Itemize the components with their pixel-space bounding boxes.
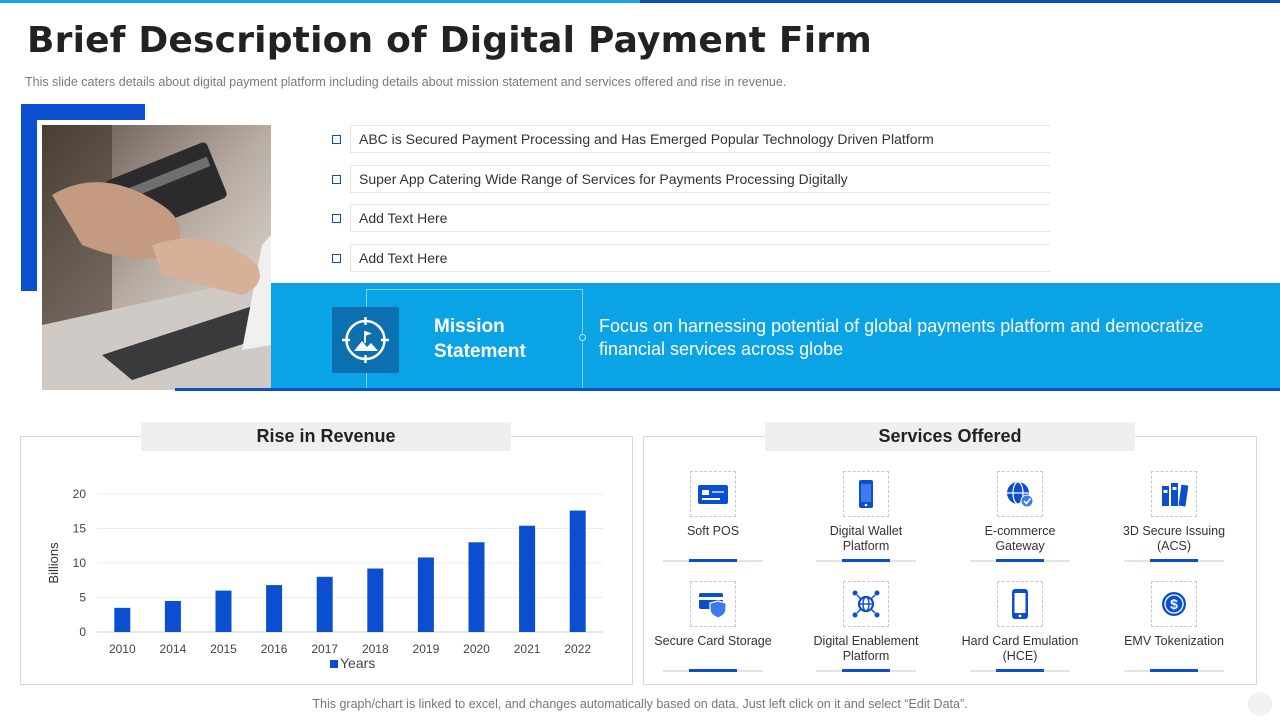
- service-tile-3d-secure: 3D Secure Issuing (ACS): [1123, 471, 1225, 571]
- mission-underline: [175, 388, 1280, 391]
- service-tile-hce: Hard Card Emulation (HCE): [962, 581, 1078, 681]
- y-axis-label: Billions: [46, 542, 61, 584]
- bar: [114, 607, 131, 632]
- x-tick-label: 2018: [362, 642, 389, 656]
- bullet-item: Add Text Here: [330, 204, 1050, 232]
- legend-label: Years: [340, 655, 375, 671]
- bullet-text: Add Text Here: [350, 204, 1050, 232]
- dollar-coin-icon: $: [1162, 592, 1186, 616]
- bullet-text: ABC is Secured Payment Processing and Ha…: [350, 125, 1050, 153]
- x-tick-label: 2010: [109, 642, 136, 656]
- bar: [215, 590, 232, 632]
- target-flag-icon: [342, 317, 389, 363]
- mobile-wallet-icon: [859, 480, 873, 508]
- revenue-bar-chart: 0 5 10 15 20 Billions 2010 2014 2015 2016 2017 2018…: [46, 487, 603, 671]
- card-shield-icon: [699, 593, 727, 619]
- legend-swatch: [330, 660, 338, 668]
- bullet-square-icon: [332, 135, 341, 144]
- service-tile-ecommerce-gateway: E-commerce Gateway: [970, 471, 1070, 571]
- bullet-item: ABC is Secured Payment Processing and Ha…: [330, 125, 1050, 153]
- network-globe-icon: [852, 590, 880, 618]
- binders-icon: [1162, 483, 1189, 507]
- service-tile-secure-card-storage: Secure Card Storage: [654, 581, 772, 681]
- y-tick-label: 20: [73, 487, 87, 501]
- service-label: Soft POS: [686, 524, 740, 538]
- y-tick-label: 0: [79, 625, 86, 639]
- svg-text:$: $: [1170, 596, 1178, 612]
- bar: [367, 568, 384, 632]
- x-tick-label: 2017: [311, 642, 338, 656]
- top-accent-bar-light: [0, 0, 640, 3]
- bullet-item: Add Text Here: [330, 244, 1050, 272]
- service-label: 3D Secure Issuing (ACS): [1122, 524, 1226, 553]
- x-tick-label: 2021: [514, 642, 541, 656]
- service-label: Digital Wallet Platform: [829, 524, 903, 553]
- bar: [316, 576, 333, 632]
- service-tile-digital-enablement: Digital Enablement Platform: [814, 581, 918, 681]
- services-panel-title: Services Offered: [765, 422, 1135, 451]
- x-tick-label: 2015: [210, 642, 237, 656]
- service-tile-digital-wallet: Digital Wallet Platform: [816, 471, 916, 571]
- y-tick-label: 10: [73, 556, 87, 570]
- mission-connector-dot: [579, 334, 586, 341]
- x-tick-label: 2014: [160, 642, 187, 656]
- photo-frame-accent-top: [21, 104, 145, 120]
- mission-band: [271, 283, 1280, 389]
- bar: [164, 600, 181, 632]
- bar: [569, 510, 586, 632]
- revenue-panel-title: Rise in Revenue: [141, 422, 511, 451]
- service-label: Digital Enablement Platform: [813, 634, 919, 663]
- card-payment-photo: [42, 125, 271, 390]
- y-tick-label: 15: [73, 522, 87, 536]
- page-title: Brief Description of Digital Payment Fir…: [27, 20, 872, 61]
- bar: [266, 585, 283, 632]
- service-label: E-commerce Gateway: [984, 524, 1056, 553]
- mission-icon-box: [332, 307, 399, 373]
- service-label: Secure Card Storage: [654, 634, 772, 648]
- card-pos-icon: [698, 485, 728, 504]
- x-tick-label: 2020: [463, 642, 490, 656]
- globe-check-icon: [1007, 481, 1034, 508]
- photo-frame-accent-left: [21, 104, 37, 291]
- mission-text: Focus on harnessing potential of global …: [599, 316, 1204, 359]
- mission-label: Mission Statement: [434, 316, 526, 362]
- bullet-square-icon: [332, 175, 341, 184]
- x-tick-label: 2016: [261, 642, 288, 656]
- x-tick-label: 2019: [413, 642, 440, 656]
- smartphone-icon: [1012, 589, 1028, 619]
- service-tile-soft-pos: Soft POS: [663, 471, 763, 571]
- service-label: Hard Card Emulation (HCE): [961, 634, 1079, 663]
- service-tile-emv-tokenization: $ EMV Tokenization: [1124, 581, 1224, 681]
- top-accent-bar-dark: [640, 0, 1280, 3]
- bullet-item: Super App Catering Wide Range of Service…: [330, 165, 1050, 193]
- page-subtitle: This slide caters details about digital …: [25, 75, 787, 89]
- x-tick-label: 2022: [564, 642, 591, 656]
- bar: [519, 525, 536, 632]
- bar: [417, 557, 434, 632]
- bullet-text: Super App Catering Wide Range of Service…: [350, 165, 1050, 193]
- bullet-square-icon: [332, 254, 341, 263]
- service-label: EMV Tokenization: [1124, 634, 1224, 648]
- corner-circle: [1248, 692, 1272, 716]
- bar: [468, 542, 485, 632]
- bullet-text: Add Text Here: [350, 244, 1050, 272]
- y-tick-label: 5: [79, 591, 86, 605]
- footnote: This graph/chart is linked to excel, and…: [312, 697, 968, 711]
- bullet-square-icon: [332, 214, 341, 223]
